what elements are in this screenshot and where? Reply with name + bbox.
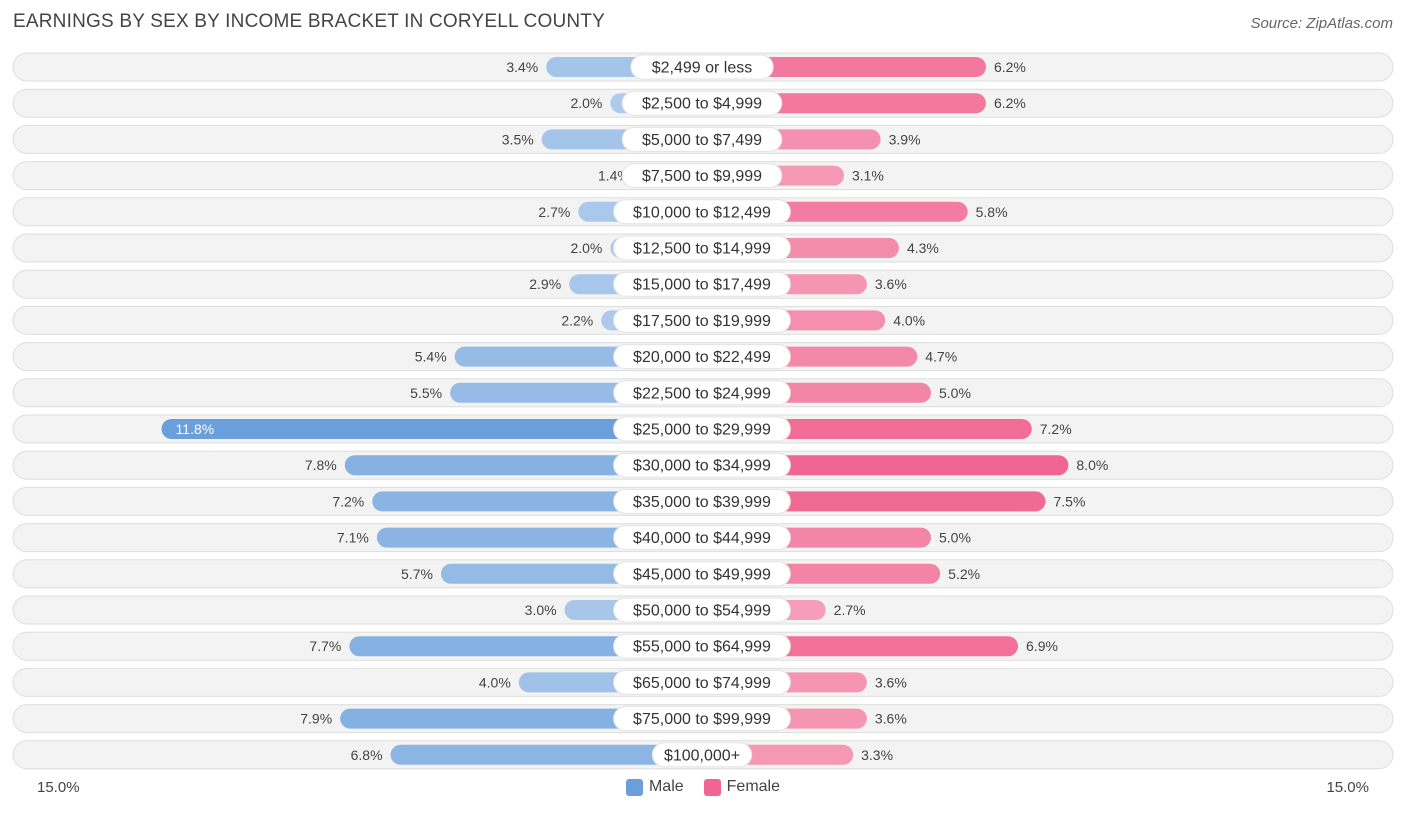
category-pill xyxy=(613,706,791,732)
female-bar xyxy=(702,455,1069,476)
female-value-label: 4.7% xyxy=(925,349,957,365)
male-bar xyxy=(390,744,702,765)
male-value-label: 7.7% xyxy=(309,638,341,654)
female-value-label: 4.0% xyxy=(893,312,925,328)
legend-item-female[interactable]: Female xyxy=(703,778,781,796)
category-label: $35,000 to $39,999 xyxy=(633,494,771,511)
category-label: $7,500 to $9,999 xyxy=(642,168,762,185)
male-value-label: 5.5% xyxy=(410,385,442,401)
male-swatch-icon xyxy=(625,778,643,796)
category-label: $75,000 to $99,999 xyxy=(633,711,771,728)
category-label: $2,500 to $4,999 xyxy=(642,96,762,113)
category-label: $17,500 to $19,999 xyxy=(633,313,771,330)
category-pill xyxy=(613,488,791,514)
category-label: $22,500 to $24,999 xyxy=(633,385,771,402)
male-value-label: 11.8% xyxy=(176,421,215,437)
female-value-label: 3.9% xyxy=(889,131,921,147)
female-value-label: 2.7% xyxy=(834,602,866,618)
female-value-label: 6.9% xyxy=(1026,638,1058,654)
male-value-label: 5.7% xyxy=(401,566,433,582)
female-value-label: 3.6% xyxy=(875,674,907,690)
female-value-label: 5.2% xyxy=(948,566,980,582)
male-value-label: 2.9% xyxy=(529,276,561,292)
female-value-label: 5.8% xyxy=(976,204,1008,220)
legend-item-male[interactable]: Male xyxy=(625,778,684,796)
female-value-label: 4.3% xyxy=(907,240,939,256)
category-label: $20,000 to $22,499 xyxy=(633,349,771,366)
female-value-label: 6.2% xyxy=(994,95,1026,111)
category-label: $10,000 to $12,499 xyxy=(633,204,771,221)
male-bar xyxy=(349,636,702,657)
male-value-label: 7.2% xyxy=(332,493,364,509)
male-value-label: 6.8% xyxy=(351,747,383,763)
category-label: $50,000 to $54,999 xyxy=(633,603,771,620)
category-pill xyxy=(613,380,791,406)
category-pill xyxy=(613,271,791,297)
female-value-label: 5.0% xyxy=(939,530,971,546)
category-pill xyxy=(613,561,791,587)
category-pill xyxy=(613,633,791,659)
category-label: $25,000 to $29,999 xyxy=(633,422,771,439)
female-value-label: 3.1% xyxy=(852,168,884,184)
category-pill xyxy=(613,669,791,695)
female-value-label: 7.2% xyxy=(1040,421,1072,437)
category-pill xyxy=(630,54,774,80)
male-value-label: 1.4% xyxy=(598,168,630,184)
female-value-label: 3.6% xyxy=(875,276,907,292)
category-label: $5,000 to $7,499 xyxy=(642,132,762,149)
category-pill xyxy=(621,126,783,152)
female-value-label: 7.5% xyxy=(1054,493,1086,509)
category-pill xyxy=(651,742,753,768)
category-label: $45,000 to $49,999 xyxy=(633,566,771,583)
category-pill xyxy=(613,235,791,261)
category-pill xyxy=(613,199,791,225)
female-value-label: 6.2% xyxy=(994,59,1026,75)
category-pill xyxy=(613,597,791,623)
male-value-label: 7.9% xyxy=(300,711,332,727)
legend: Male Female xyxy=(0,778,1406,796)
male-value-label: 2.0% xyxy=(570,95,602,111)
male-bar xyxy=(340,708,702,729)
category-label: $2,499 or less xyxy=(652,60,753,77)
male-bar xyxy=(161,419,702,439)
category-label: $55,000 to $64,999 xyxy=(633,639,771,656)
male-value-label: 7.1% xyxy=(337,530,369,546)
category-label: $65,000 to $74,999 xyxy=(633,675,771,692)
category-pill xyxy=(621,90,783,116)
category-label: $30,000 to $34,999 xyxy=(633,458,771,475)
category-label: $40,000 to $44,999 xyxy=(633,530,771,547)
female-bar xyxy=(702,57,986,77)
source-note: Source: ZipAtlas.com xyxy=(1250,15,1393,32)
female-value-label: 8.0% xyxy=(1076,457,1108,473)
male-value-label: 3.0% xyxy=(525,602,557,618)
female-swatch-icon xyxy=(703,778,721,796)
male-value-label: 4.0% xyxy=(479,674,511,690)
axis-min-label: 15.0% xyxy=(37,779,80,796)
category-pill xyxy=(613,525,791,551)
category-pill xyxy=(613,344,791,370)
category-pill xyxy=(613,307,791,333)
male-value-label: 7.8% xyxy=(305,457,337,473)
category-label: $12,500 to $14,999 xyxy=(633,241,771,258)
female-value-label: 3.3% xyxy=(861,747,893,763)
female-value-label: 3.6% xyxy=(875,711,907,727)
category-pill xyxy=(613,416,791,442)
axis-max-label: 15.0% xyxy=(1326,779,1369,796)
male-value-label: 3.4% xyxy=(506,59,538,75)
male-value-label: 2.2% xyxy=(561,312,593,328)
category-pill xyxy=(621,163,783,189)
female-value-label: 5.0% xyxy=(939,385,971,401)
category-label: $15,000 to $17,499 xyxy=(633,277,771,294)
legend-female-label: Female xyxy=(726,778,781,795)
male-value-label: 3.5% xyxy=(502,131,534,147)
category-label: $100,000+ xyxy=(664,747,740,764)
chart-title: EARNINGS BY SEX BY INCOME BRACKET IN COR… xyxy=(13,11,605,32)
male-bar xyxy=(344,455,702,476)
male-value-label: 2.0% xyxy=(570,240,602,256)
category-pill xyxy=(613,452,791,478)
male-value-label: 2.7% xyxy=(538,204,570,220)
legend-male-label: Male xyxy=(648,778,684,795)
male-value-label: 5.4% xyxy=(415,349,447,365)
